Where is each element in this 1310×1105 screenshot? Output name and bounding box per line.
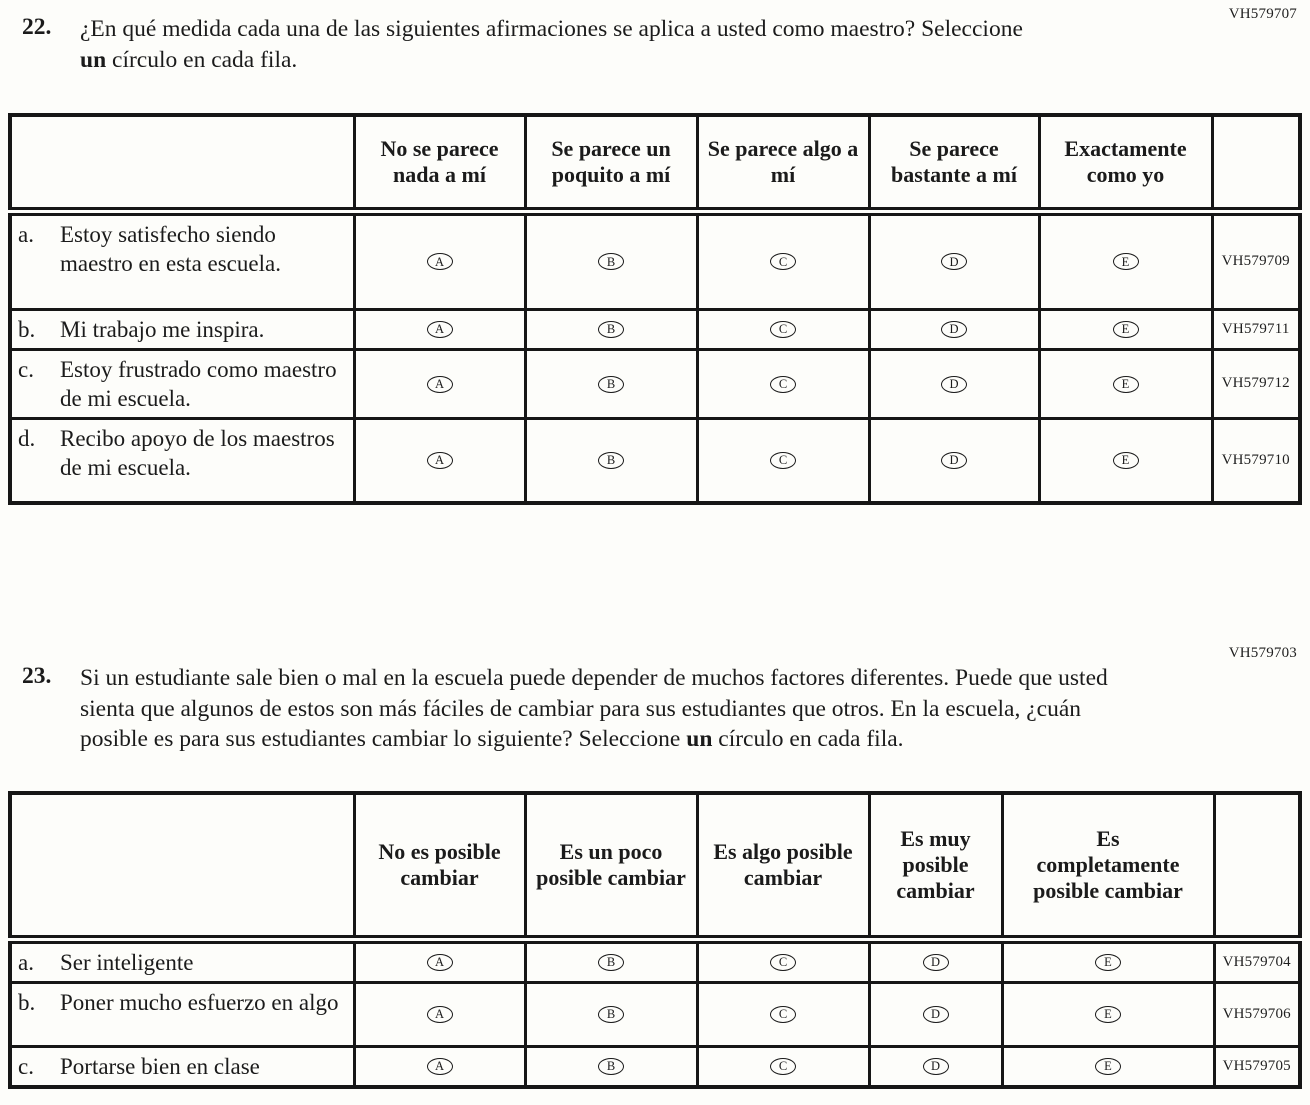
table-row: b. Mi trabajo me inspira. A B C D E VH579… (8, 307, 1302, 351)
statement-cell: d. Recibo apoyo de los maestros de mi esc… (8, 417, 356, 505)
column-header: Es algo posible cambiar (695, 791, 871, 944)
column-header: No se parece nada a mí (352, 113, 527, 216)
option-c-bubble[interactable]: C (770, 1005, 796, 1023)
question-23: 23. Si un estudiante sale bien o mal en … (22, 663, 1115, 755)
statement-cell: a. Ser inteligente (8, 937, 356, 984)
option-b-bubble[interactable]: B (598, 452, 624, 470)
column-header: Es completamente posible cambiar (1000, 791, 1216, 944)
empty-header-cell (8, 791, 356, 944)
option-d-bubble[interactable]: D (941, 320, 967, 338)
table-row: b. Poner mucho esfuerzo en algo A B C D E… (8, 980, 1302, 1048)
option-b-bubble[interactable]: B (598, 375, 624, 393)
option-d-bubble[interactable]: D (941, 452, 967, 470)
option-a-bubble[interactable]: A (426, 953, 453, 971)
option-e-bubble[interactable]: E (1095, 1005, 1121, 1023)
statement-cell: c. Estoy frustrado como maestro de mi esc… (8, 347, 356, 421)
question-22-text: ¿En qué medida cada una de las siguiente… (80, 16, 1023, 73)
question-22-table: No se parece nada a mí Se parece un poqu… (8, 113, 1302, 505)
item-code: VH579712 (1210, 347, 1302, 421)
empty-header-cell (8, 113, 356, 216)
option-c-bubble[interactable]: C (770, 1058, 796, 1076)
table-row: a. Ser inteligente A B C D E VH579704 (8, 937, 1302, 984)
option-e-bubble[interactable]: E (1112, 452, 1139, 470)
question-23-text: Si un estudiante sale bien o mal en la e… (80, 665, 1108, 753)
column-header: Se parece algo a mí (695, 113, 871, 216)
option-a-bubble[interactable]: A (426, 452, 453, 470)
option-d-bubble[interactable]: D (922, 1058, 949, 1076)
option-c-bubble[interactable]: C (770, 253, 796, 271)
item-code: VH579711 (1210, 307, 1302, 351)
table-header-row: No es posible cambiar Es un poco posible… (8, 791, 1302, 944)
option-e-bubble[interactable]: E (1095, 1058, 1121, 1076)
option-d-bubble[interactable]: D (922, 1005, 949, 1023)
code-header-cell (1212, 791, 1302, 944)
statement-cell: b. Mi trabajo me inspira. (8, 307, 356, 351)
question-22: 22. ¿En qué medida cada una de las sigui… (22, 14, 1045, 75)
option-b-bubble[interactable]: B (598, 320, 624, 338)
item-code: VH579704 (1212, 937, 1302, 984)
option-a-bubble[interactable]: A (426, 1058, 453, 1076)
option-c-bubble[interactable]: C (770, 452, 796, 470)
item-code: VH579710 (1210, 417, 1302, 505)
table-row: a. Estoy satisfecho siendo maestro en est… (8, 209, 1302, 311)
option-c-bubble[interactable]: C (770, 953, 796, 971)
table-row: d. Recibo apoyo de los maestros de mi esc… (8, 417, 1302, 505)
question-23-table: No es posible cambiar Es un poco posible… (8, 791, 1302, 1089)
option-a-bubble[interactable]: A (426, 320, 453, 338)
table-header-row: No se parece nada a mí Se parece un poqu… (8, 113, 1302, 216)
option-c-bubble[interactable]: C (770, 375, 796, 393)
column-header: Es un poco posible cambiar (523, 791, 699, 944)
column-header: Exactamente como yo (1037, 113, 1214, 216)
option-a-bubble[interactable]: A (426, 1005, 453, 1023)
option-e-bubble[interactable]: E (1112, 253, 1139, 271)
option-d-bubble[interactable]: D (922, 953, 949, 971)
option-d-bubble[interactable]: D (941, 253, 967, 271)
option-b-bubble[interactable]: B (598, 253, 624, 271)
question-23-number: 23. (22, 663, 52, 689)
question-22-number: 22. (22, 14, 52, 40)
column-header: Se parece un poquito a mí (523, 113, 699, 216)
option-c-bubble[interactable]: C (770, 320, 796, 338)
option-a-bubble[interactable]: A (426, 253, 453, 271)
question-23-item-code: VH579703 (1228, 645, 1297, 661)
option-b-bubble[interactable]: B (598, 1058, 624, 1076)
option-e-bubble[interactable]: E (1095, 953, 1121, 971)
column-header: No es posible cambiar (352, 791, 527, 944)
option-e-bubble[interactable]: E (1112, 320, 1139, 338)
table-row: c. Portarse bien en clase A B C D E VH579… (8, 1044, 1302, 1089)
option-e-bubble[interactable]: E (1112, 375, 1139, 393)
column-header: Es muy posible cambiar (867, 791, 1004, 944)
option-b-bubble[interactable]: B (598, 953, 624, 971)
statement-cell: c. Portarse bien en clase (8, 1044, 356, 1089)
item-code: VH579706 (1212, 980, 1302, 1048)
option-a-bubble[interactable]: A (426, 375, 453, 393)
option-d-bubble[interactable]: D (941, 375, 967, 393)
table-row: c. Estoy frustrado como maestro de mi esc… (8, 347, 1302, 421)
statement-cell: a. Estoy satisfecho siendo maestro en est… (8, 209, 356, 311)
code-header-cell (1210, 113, 1302, 216)
column-header: Se parece bastante a mí (867, 113, 1041, 216)
statement-cell: b. Poner mucho esfuerzo en algo (8, 980, 356, 1048)
option-b-bubble[interactable]: B (598, 1005, 624, 1023)
question-22-item-code: VH579707 (1228, 6, 1297, 22)
item-code: VH579705 (1212, 1044, 1302, 1089)
item-code: VH579709 (1210, 209, 1302, 311)
